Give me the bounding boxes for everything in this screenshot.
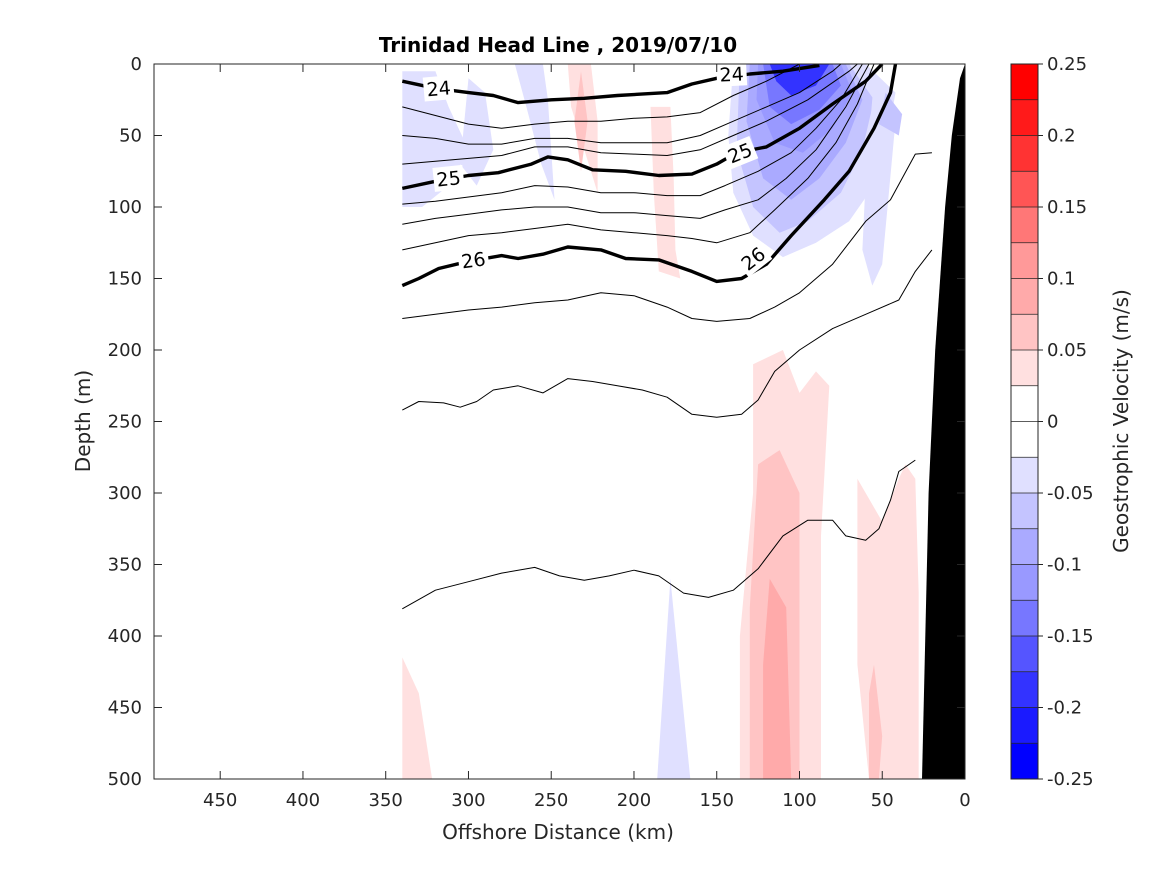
colorbar-tick-label: 0.2	[1047, 126, 1076, 147]
contour-label-1: 24	[715, 63, 748, 87]
y-tick-label: 100	[108, 197, 142, 218]
velocity-region-11	[657, 578, 691, 779]
x-tick-label: 0	[959, 790, 970, 811]
x-tick-label: 100	[782, 790, 816, 811]
density-contour-line-4	[402, 64, 842, 145]
density-contour-line-11	[402, 459, 916, 610]
velocity-region-19	[869, 664, 883, 779]
y-tick-label: 50	[119, 126, 142, 147]
colorbar-swatch-16	[1011, 636, 1038, 673]
x-tick-label: 450	[203, 790, 237, 811]
colorbar-swatch-18	[1011, 707, 1038, 744]
velocity-region-9	[862, 78, 896, 286]
contour-label-bg	[715, 64, 748, 87]
colorbar-tick-label: 0.1	[1047, 269, 1076, 290]
contour-label-text: 24	[426, 77, 452, 101]
contour-label-bg	[456, 245, 490, 274]
y-tick-label: 0	[131, 54, 142, 75]
contour-label-0: 24	[422, 75, 455, 102]
colorbar-swatch-6	[1011, 278, 1038, 315]
colorbar-swatch-19	[1011, 743, 1038, 780]
density-contour-25	[401, 64, 884, 191]
contour-label-text: 26	[460, 248, 487, 273]
y-tick-label: 500	[108, 769, 142, 790]
colorbar-swatch-1	[1011, 99, 1038, 136]
x-tick-label: 250	[534, 790, 568, 811]
y-tick-label: 350	[108, 555, 142, 576]
colorbar-swatch-3	[1011, 171, 1038, 208]
velocity-region-20	[402, 657, 433, 779]
colorbar-swatch-17	[1011, 671, 1038, 708]
velocity-region-2	[514, 64, 555, 200]
colorbar-swatch-12	[1011, 493, 1038, 530]
velocity-region-18	[857, 464, 919, 779]
x-tick-label: 150	[700, 790, 734, 811]
velocity-region-14	[650, 106, 681, 279]
colorbar-swatch-4	[1011, 207, 1038, 244]
colorbar-tick-label: -0.15	[1047, 626, 1094, 647]
colorbar-label: Geostrophic Velocity (m/s)	[1109, 289, 1133, 553]
colorbar-swatch-15	[1011, 600, 1038, 637]
colorbar-swatch-10	[1011, 421, 1038, 458]
y-tick-label: 150	[108, 269, 142, 290]
velocity-region-17	[763, 578, 792, 779]
contour-label-bg	[721, 135, 759, 170]
colorbar-swatch-14	[1011, 564, 1038, 601]
colorbar-swatch-0	[1011, 64, 1038, 101]
bathymetry	[922, 64, 965, 779]
colorbar-swatch-5	[1011, 242, 1038, 279]
colorbar-tick-label: 0.15	[1047, 197, 1087, 218]
density-contour-line-7	[402, 64, 870, 225]
y-tick-label: 250	[108, 412, 142, 433]
chart-title: Trinidad Head Line , 2019/07/10	[379, 33, 737, 57]
contour-label-text: 25	[436, 167, 462, 191]
colorbar-tick-label: -0.2	[1047, 698, 1082, 719]
x-tick-label: 200	[617, 790, 651, 811]
contour-label-bg	[733, 239, 773, 278]
colorbar: 0.25 0.2 0.15 0.1 0.05 0 -0.05 -0.1 -0.15 -0.2 -0.…	[1010, 54, 1094, 790]
colorbar-swatch-11	[1011, 457, 1038, 494]
colorbar-swatch-8	[1011, 350, 1038, 387]
y-axis-label: Depth (m)	[71, 370, 95, 472]
colorbar-swatch-9	[1011, 385, 1038, 422]
density-contour-line-6	[402, 64, 863, 205]
contour-label-2: 25	[432, 164, 465, 192]
x-tick-label: 350	[369, 790, 403, 811]
contour-label-4: 26	[456, 245, 490, 274]
seafloor-shape	[922, 64, 965, 779]
y-axis: 0 50 100 150 200 250 300 350 400 450 500	[108, 54, 965, 790]
colorbar-tick-label: -0.1	[1047, 555, 1082, 576]
colorbar-tick-label: -0.25	[1047, 769, 1094, 790]
density-contour-line-3	[402, 64, 800, 129]
density-contour-line-8	[402, 64, 875, 251]
colorbar-tick-label: 0.05	[1047, 340, 1087, 361]
colorbar-swatch-7	[1011, 314, 1038, 351]
colorbar-swatch-13	[1011, 528, 1038, 565]
x-tick-label: 400	[286, 790, 320, 811]
y-tick-label: 450	[108, 698, 142, 719]
x-tick-label: 50	[871, 790, 894, 811]
density-contour-line-5	[402, 64, 858, 165]
colorbar-tick-label: 0.25	[1047, 54, 1087, 75]
x-tick-label: 300	[451, 790, 485, 811]
colorbar-tick-label: -0.05	[1047, 483, 1094, 504]
x-axis: 450 400 350 300 250 200 150 100 50 0	[203, 64, 971, 811]
colorbar-tick-label: 0	[1047, 412, 1058, 433]
contour-label-text: 24	[719, 63, 744, 86]
density-contour-line-10	[402, 249, 933, 418]
y-tick-label: 400	[108, 626, 142, 647]
contour-label-bg	[422, 75, 455, 102]
y-tick-label: 300	[108, 483, 142, 504]
y-tick-label: 200	[108, 340, 142, 361]
contour-label-bg	[432, 164, 465, 192]
colorbar-swatch-2	[1011, 135, 1038, 172]
density-contour-line-9	[402, 152, 932, 322]
x-axis-label: Offshore Distance (km)	[442, 820, 674, 844]
